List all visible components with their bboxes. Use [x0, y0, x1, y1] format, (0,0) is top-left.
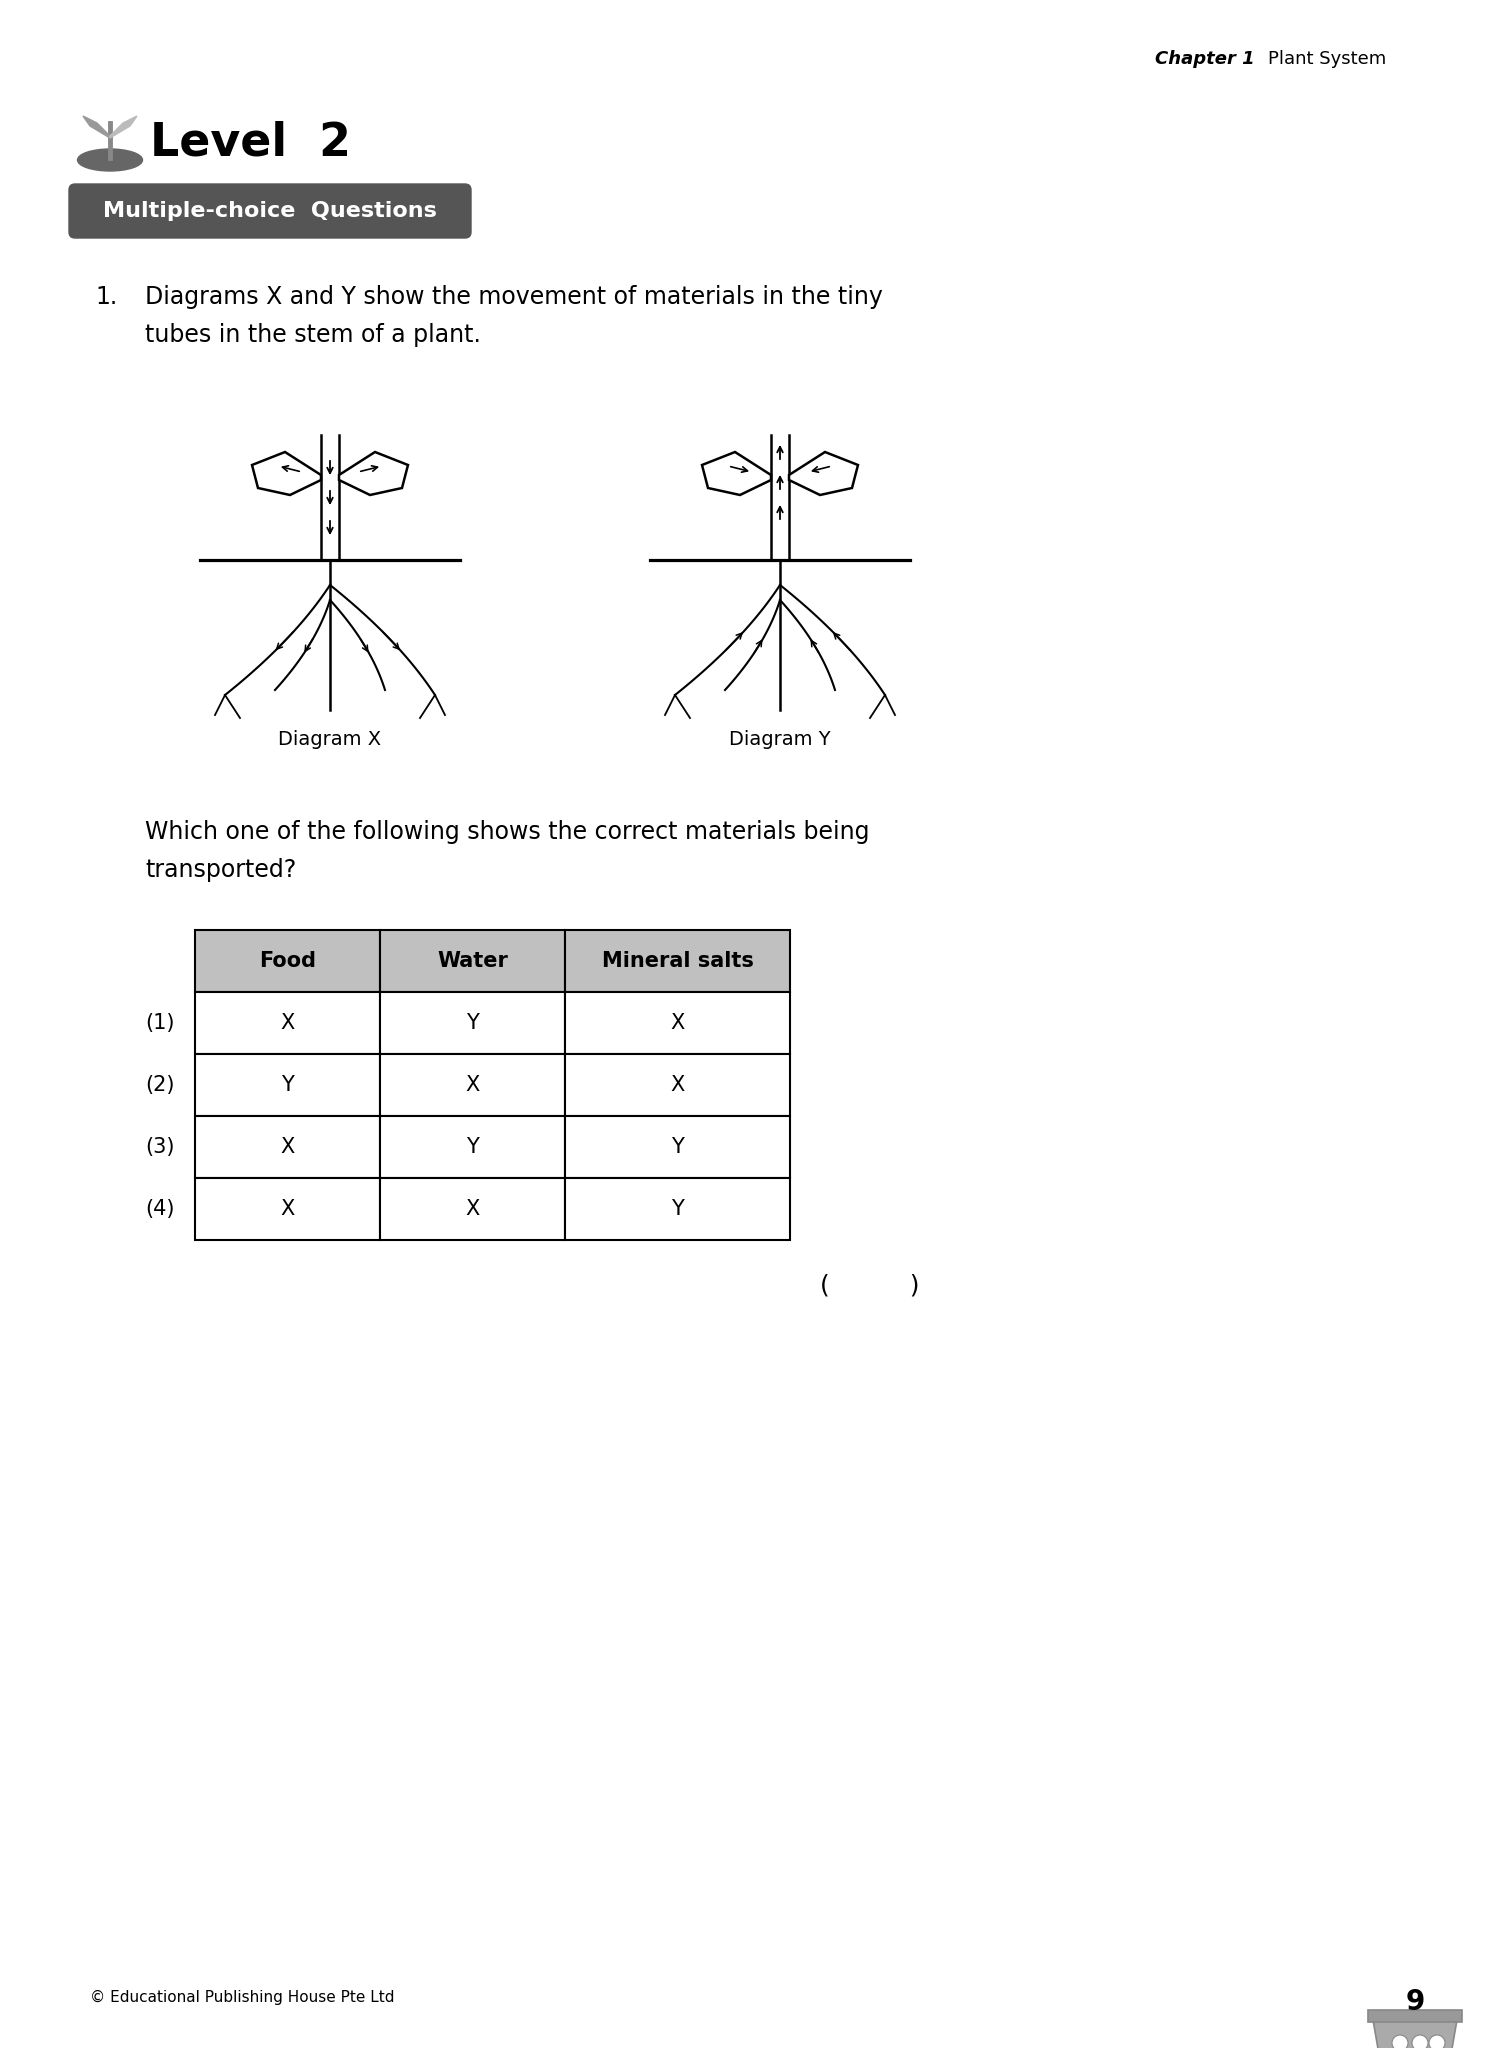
Text: Food: Food	[259, 950, 316, 971]
Text: X: X	[671, 1075, 684, 1096]
Text: Y: Y	[466, 1137, 479, 1157]
Polygon shape	[789, 453, 858, 496]
Bar	[195, 930, 380, 991]
Text: X: X	[280, 1014, 295, 1032]
Bar	[564, 930, 790, 991]
Text: Mineral salts: Mineral salts	[602, 950, 753, 971]
Polygon shape	[251, 453, 320, 496]
Polygon shape	[109, 117, 138, 137]
Bar	[195, 991, 380, 1055]
Text: (2): (2)	[145, 1075, 175, 1096]
Polygon shape	[338, 453, 409, 496]
Text: Y: Y	[671, 1198, 684, 1219]
Text: Y: Y	[281, 1075, 293, 1096]
Text: (1): (1)	[145, 1014, 175, 1032]
Text: Multiple-choice  Questions: Multiple-choice Questions	[103, 201, 437, 221]
Text: transported?: transported?	[145, 858, 296, 883]
Text: Chapter 1: Chapter 1	[1156, 49, 1254, 68]
Ellipse shape	[1430, 2036, 1445, 2048]
Text: Diagram Y: Diagram Y	[729, 729, 831, 750]
Polygon shape	[1373, 2019, 1457, 2048]
Ellipse shape	[1392, 2036, 1409, 2048]
Bar	[380, 930, 564, 991]
Text: X: X	[466, 1198, 479, 1219]
Bar	[564, 1178, 790, 1239]
Polygon shape	[702, 453, 771, 496]
Text: X: X	[466, 1075, 479, 1096]
Text: X: X	[280, 1198, 295, 1219]
Text: X: X	[280, 1137, 295, 1157]
FancyBboxPatch shape	[69, 184, 472, 238]
Bar	[380, 1116, 564, 1178]
Bar	[1368, 2009, 1463, 2021]
Bar	[564, 991, 790, 1055]
Bar	[380, 1055, 564, 1116]
Text: X: X	[671, 1014, 684, 1032]
Bar	[564, 1055, 790, 1116]
Polygon shape	[82, 117, 109, 137]
Text: Water: Water	[437, 950, 507, 971]
Text: 9: 9	[1406, 1989, 1425, 2015]
Bar	[195, 1116, 380, 1178]
Text: (4): (4)	[145, 1198, 175, 1219]
Bar	[380, 1178, 564, 1239]
Text: © Educational Publishing House Pte Ltd: © Educational Publishing House Pte Ltd	[90, 1991, 395, 2005]
Text: 1.: 1.	[94, 285, 117, 309]
Text: (3): (3)	[145, 1137, 175, 1157]
Text: Y: Y	[671, 1137, 684, 1157]
Text: Diagrams X and Y show the movement of materials in the tiny: Diagrams X and Y show the movement of ma…	[145, 285, 883, 309]
Bar	[195, 1178, 380, 1239]
Ellipse shape	[78, 150, 142, 170]
Ellipse shape	[1412, 2036, 1428, 2048]
Text: Y: Y	[466, 1014, 479, 1032]
Text: Which one of the following shows the correct materials being: Which one of the following shows the cor…	[145, 819, 870, 844]
Text: Plant System: Plant System	[1268, 49, 1386, 68]
Bar	[564, 1116, 790, 1178]
Bar	[380, 991, 564, 1055]
Text: (          ): ( )	[820, 1274, 919, 1296]
Bar	[195, 1055, 380, 1116]
Text: Diagram X: Diagram X	[278, 729, 382, 750]
Text: Level  2: Level 2	[150, 121, 350, 166]
Text: tubes in the stem of a plant.: tubes in the stem of a plant.	[145, 324, 481, 346]
